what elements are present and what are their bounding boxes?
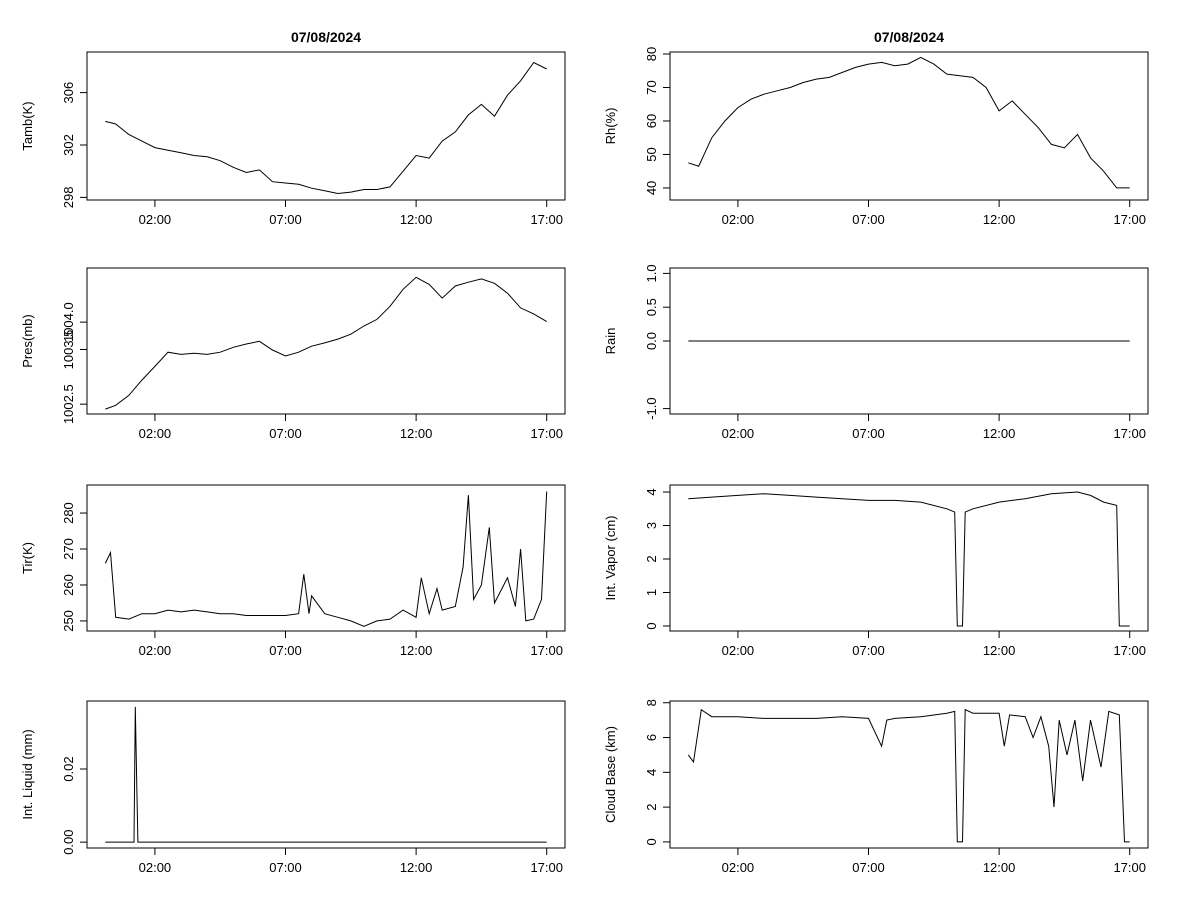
y-tick-label: 0.02 xyxy=(61,756,76,781)
y-tick-label: 298 xyxy=(61,187,76,209)
x-tick-label: 02:00 xyxy=(722,860,755,875)
y-tick-label: 40 xyxy=(644,181,659,195)
x-tick-label: 17:00 xyxy=(530,212,563,227)
x-tick-label: 12:00 xyxy=(983,426,1016,441)
y-tick-label: 250 xyxy=(61,610,76,632)
y-tick-label: 8 xyxy=(644,699,659,706)
y-tick-label: 1.0 xyxy=(644,264,659,282)
y-tick-label: 0 xyxy=(644,838,659,845)
data-line xyxy=(105,276,547,410)
y-tick-label: 260 xyxy=(61,574,76,596)
x-tick-label: 02:00 xyxy=(722,212,755,227)
x-tick-label: 07:00 xyxy=(269,426,302,441)
data-line xyxy=(105,61,547,195)
y-axis-label: Tir(K) xyxy=(20,542,35,574)
x-tick-label: 17:00 xyxy=(1113,426,1146,441)
x-tick-label: 12:00 xyxy=(983,860,1016,875)
y-tick-label: 0.5 xyxy=(644,298,659,316)
y-tick-label: 306 xyxy=(61,82,76,104)
y-axis-label: Int. Liquid (mm) xyxy=(20,729,35,819)
x-tick-label: 12:00 xyxy=(400,860,433,875)
x-tick-label: 17:00 xyxy=(1113,212,1146,227)
plot-frame xyxy=(669,51,1149,201)
data-line xyxy=(105,706,547,843)
y-tick-label: 1003.5 xyxy=(61,330,76,370)
y-tick-label: 50 xyxy=(644,147,659,161)
data-line xyxy=(688,56,1130,189)
x-tick-label: 12:00 xyxy=(400,212,433,227)
x-tick-label: 12:00 xyxy=(400,643,433,658)
x-tick-label: 12:00 xyxy=(400,426,433,441)
data-line xyxy=(104,491,548,627)
y-tick-label: 2 xyxy=(644,804,659,811)
y-axis-label: Cloud Base (km) xyxy=(603,726,618,823)
y-tick-label: 302 xyxy=(61,134,76,156)
x-tick-label: 07:00 xyxy=(269,860,302,875)
x-tick-label: 17:00 xyxy=(1113,860,1146,875)
y-tick-label: 270 xyxy=(61,538,76,560)
y-tick-label: 0.00 xyxy=(61,829,76,854)
y-tick-label: 60 xyxy=(644,114,659,128)
y-axis-label: Rain xyxy=(603,328,618,355)
plot-frame xyxy=(669,700,1149,849)
y-tick-label: 280 xyxy=(61,502,76,524)
y-tick-label: 1004.0 xyxy=(61,302,76,342)
data-line xyxy=(687,708,1130,843)
x-tick-label: 02:00 xyxy=(139,643,172,658)
x-tick-label: 07:00 xyxy=(852,212,885,227)
y-tick-label: 2 xyxy=(644,555,659,562)
x-tick-label: 07:00 xyxy=(852,643,885,658)
x-tick-label: 07:00 xyxy=(269,212,302,227)
plot-frame xyxy=(86,267,566,415)
y-tick-label: 6 xyxy=(644,734,659,741)
x-tick-label: 12:00 xyxy=(983,212,1016,227)
y-axis-label: Pres(mb) xyxy=(20,314,35,367)
panel-title: 07/08/2024 xyxy=(874,29,944,45)
plot-frame xyxy=(86,484,566,632)
y-axis-label: Rh(%) xyxy=(603,108,618,145)
x-tick-label: 17:00 xyxy=(1113,643,1146,658)
y-tick-label: 3 xyxy=(644,522,659,529)
x-tick-label: 07:00 xyxy=(852,860,885,875)
plot-frame xyxy=(669,484,1149,632)
y-tick-label: 70 xyxy=(644,80,659,94)
x-tick-label: 02:00 xyxy=(139,860,172,875)
plot-frame xyxy=(86,51,566,201)
x-tick-label: 17:00 xyxy=(530,643,563,658)
x-tick-label: 02:00 xyxy=(139,212,172,227)
y-axis-label: Int. Vapor (cm) xyxy=(603,515,618,600)
y-tick-label: 4 xyxy=(644,769,659,776)
y-tick-label: 0 xyxy=(644,622,659,629)
x-tick-label: 12:00 xyxy=(983,643,1016,658)
x-tick-label: 17:00 xyxy=(530,860,563,875)
y-tick-label: 80 xyxy=(644,47,659,61)
y-tick-label: 1 xyxy=(644,589,659,596)
x-tick-label: 02:00 xyxy=(722,643,755,658)
y-tick-label: 1002.5 xyxy=(61,384,76,424)
y-axis-label: Tamb(K) xyxy=(20,101,35,150)
data-line xyxy=(688,491,1130,627)
x-tick-label: 02:00 xyxy=(139,426,172,441)
x-tick-label: 02:00 xyxy=(722,426,755,441)
x-tick-label: 07:00 xyxy=(852,426,885,441)
plot-frame xyxy=(86,700,566,849)
y-tick-label: 4 xyxy=(644,488,659,495)
x-tick-label: 07:00 xyxy=(269,643,302,658)
y-tick-label: -1.0 xyxy=(644,397,659,419)
panel-title: 07/08/2024 xyxy=(291,29,361,45)
x-tick-label: 17:00 xyxy=(530,426,563,441)
y-tick-label: 0.0 xyxy=(644,332,659,350)
